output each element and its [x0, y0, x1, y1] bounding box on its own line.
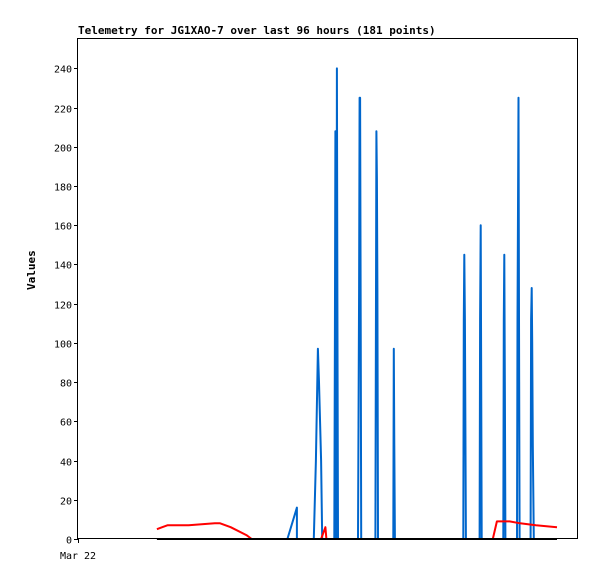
y-tick-label: 180	[54, 183, 72, 194]
series-line-2	[156, 520, 558, 540]
y-tick-label: 220	[54, 105, 72, 116]
y-tick-label: 100	[54, 340, 72, 351]
y-tick-label: 200	[54, 144, 72, 155]
y-tick-label: 60	[60, 418, 72, 429]
y-tick-label: 120	[54, 301, 72, 312]
y-tick-label: 240	[54, 65, 72, 76]
y-tick-label: 80	[60, 379, 72, 390]
chart-title: Telemetry for JG1XAO-7 over last 96 hour…	[78, 24, 436, 37]
y-tick-label: 140	[54, 261, 72, 272]
series-line-1	[286, 67, 557, 540]
x-tick-label: Mar 22	[60, 551, 96, 562]
y-tick-label: 40	[60, 458, 72, 469]
y-tick-label: 160	[54, 222, 72, 233]
y-tick-label: 0	[66, 536, 72, 547]
y-tick-label: 20	[60, 497, 72, 508]
